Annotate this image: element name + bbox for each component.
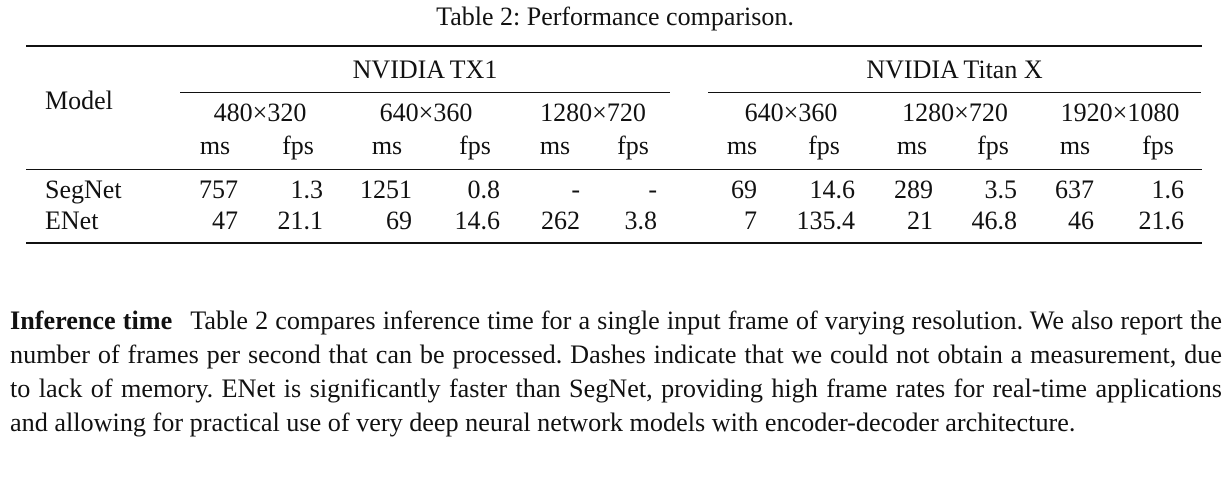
table-cell: 135.4 [796, 206, 856, 235]
model-column-header: Model [45, 86, 113, 115]
unit-header: fps [459, 131, 491, 160]
unit-header: ms [726, 131, 758, 160]
paragraph-heading: Inference time [10, 306, 173, 335]
table-cell: 1251 [360, 175, 412, 204]
table-cell: 637 [1055, 175, 1094, 204]
group-rule-tx1 [180, 92, 670, 93]
table-cell: 47 [212, 206, 238, 235]
group-rule-titanx [708, 92, 1201, 93]
group-header-titanx: NVIDIA Titan X [866, 55, 1043, 84]
resolution-header: 1920×1080 [1060, 98, 1180, 127]
table-cell: 14.6 [454, 206, 501, 235]
table-cell: 3.8 [624, 206, 658, 235]
unit-header: fps [1142, 131, 1174, 160]
unit-header: fps [617, 131, 649, 160]
unit-header: ms [896, 131, 928, 160]
unit-header: ms [1059, 131, 1091, 160]
table-cell: - [571, 175, 580, 204]
paragraph-body: Table 2 compares inference time for a si… [10, 306, 1222, 437]
resolution-header: 640×360 [744, 98, 838, 127]
resolution-header: 1280×720 [540, 98, 646, 127]
table-bottom-rule [26, 242, 1202, 244]
table-cell: - [648, 175, 657, 204]
resolution-header: 480×320 [213, 98, 307, 127]
table-caption: Table 2: Performance comparison. [436, 2, 794, 31]
table-cell: 1.3 [290, 175, 324, 204]
unit-header: ms [539, 131, 571, 160]
table-mid-rule [26, 169, 1202, 170]
unit-header: ms [199, 131, 231, 160]
table-cell: 46.8 [971, 206, 1018, 235]
table-cell: 69 [386, 206, 412, 235]
table-cell: 3.5 [984, 175, 1018, 204]
row-model-name: ENet [45, 206, 99, 235]
unit-header: fps [282, 131, 314, 160]
table-cell: 21 [907, 206, 933, 235]
resolution-header: 1280×720 [902, 98, 1008, 127]
table-cell: 14.6 [809, 175, 856, 204]
table-cell: 0.8 [467, 175, 501, 204]
table-cell: 7 [744, 206, 757, 235]
table-top-rule [26, 45, 1202, 47]
table-cell: 21.1 [277, 206, 324, 235]
table-cell: 262 [541, 206, 580, 235]
unit-header: fps [977, 131, 1009, 160]
table-cell: 289 [894, 175, 933, 204]
table-cell: 21.6 [1138, 206, 1185, 235]
table-cell: 46 [1068, 206, 1094, 235]
row-model-name: SegNet [45, 175, 122, 204]
resolution-header: 640×360 [379, 98, 473, 127]
unit-header: ms [371, 131, 403, 160]
table-cell: 69 [731, 175, 757, 204]
table-cell: 1.6 [1151, 175, 1185, 204]
table-cell: 757 [199, 175, 238, 204]
inference-time-paragraph: Inference time Table 2 compares inference… [10, 304, 1222, 440]
group-header-tx1: NVIDIA TX1 [352, 55, 498, 84]
unit-header: fps [808, 131, 840, 160]
